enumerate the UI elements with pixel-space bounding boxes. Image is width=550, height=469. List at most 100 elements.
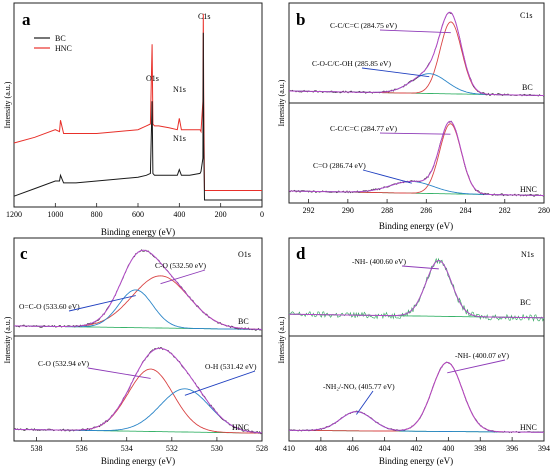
c-hnc-peak-2-arrow [184,370,256,396]
panel-a-frame [13,2,263,208]
panel-c-xlabel: Binding energy (eV) [101,456,175,466]
panel-d-xlabel: Binding energy (eV) [379,456,453,466]
panel-b-xlabel: Binding energy (eV) [379,221,453,231]
3-tick-label: 404 [379,444,391,453]
b-bc-raw-line [288,12,545,97]
panel-c-xticks: 538 536 534 532 530 528 [31,437,268,453]
panel-a: a BC HNC C1s O1s N1s N1s 1200 1000 800 600 4… [3,2,264,237]
panel-b-label: b [296,10,305,29]
b-hnc-peak-2-arrow [362,169,412,184]
1-tick-label: 292 [303,206,315,215]
2-tick-label: 534 [121,444,133,453]
b-hnc-peak-1-line [289,123,544,196]
c-hnc-peak-2-line [14,388,263,434]
panel-d: d N1s -NH- (400.60 eV) BC -NH- (400.07 eV)… [277,237,550,466]
3-tick-label: 408 [315,444,327,453]
b-bc-peak-1-arrow [379,29,451,34]
series-bc-line [13,32,262,201]
panel-a-label: a [22,10,31,29]
d-hnc-peak-1-label: -NH- (400.07 eV) [455,351,509,360]
b-bc-peak-1-label: C-C/C=C (284.75 eV) [330,21,397,30]
c-bc-peak-2-arrow [68,295,136,312]
b-bc-peak-2-label: C-O-C/C-OH (285.85 eV) [312,59,391,68]
c-bc-peak-2-label: O=C-O (533.60 eV) [19,302,80,311]
panel-a-xticks: 1200 1000 800 600 400 200 0 [6,203,264,219]
b-bc-envelope-line [289,11,544,96]
2-tick-label: 538 [31,444,43,453]
b-hnc-raw-line [288,120,545,197]
3-tick-label: 400 [442,444,454,453]
2-tick-label: 532 [166,444,178,453]
0-tick-label: 600 [132,210,144,219]
d-bc-peak-1-label: -NH- (400.60 eV) [352,257,406,266]
3-tick-label: 396 [506,444,518,453]
b-hnc-peak-1-arrow [379,132,451,135]
1-tick-label: 290 [342,206,354,215]
d-bc-peak-1-line [289,260,544,319]
0-tick-label: 800 [91,210,103,219]
panel-a-series [13,13,262,201]
3-tick-label: 398 [474,444,486,453]
b-hnc-peak-1-label: C-C/C=C (284.77 eV) [330,124,397,133]
legend-hnc-label: HNC [55,44,72,53]
panel-b: b C1s C-C/C=C (284.75 eV) C-O-C/C-OH (285… [277,2,550,231]
0-tick-label: 200 [215,210,227,219]
c-bc-sample-label: BC [238,317,249,326]
c-hnc-peak-2-label: O-H (531.42 eV) [205,362,257,371]
panel-c-frame [13,237,263,442]
c-bc-peak-1-arrow [160,269,206,285]
d-bc-sample-label: BC [520,298,531,307]
1-tick-label: 286 [420,206,432,215]
panel-c-ylabel: Intensity (a.u.) [3,316,12,363]
d-hnc-peak-1-arrow [447,359,506,374]
series-hnc-line [13,13,262,191]
c-bc-envelope-line [14,249,262,330]
panel-d-xticks: 410 408 406 404 402 400 398 396 394 [283,437,550,453]
3-tick-label: 410 [283,444,295,453]
panel-c-element: O1s [238,250,251,259]
panel-a-ylabel: Intensity (a.u.) [3,81,12,128]
0-tick-label: 0 [260,210,264,219]
0-tick-label: 400 [173,210,185,219]
annotation-c1s: C1s [198,12,210,21]
d-hnc-envelope-line [289,361,544,433]
0-tick-label: 1000 [47,210,63,219]
2-tick-label: 536 [76,444,88,453]
panel-b-ylabel: Intensity (a.u.) [277,79,286,126]
1-tick-label: 284 [460,206,472,215]
annotation-n1s-bc: N1s [173,134,186,143]
panel-d-ylabel: Intensity (a.u.) [277,316,286,363]
d-bc-raw-line [288,257,545,322]
3-tick-label: 394 [538,444,550,453]
c-hnc-peak-1-arrow [87,367,151,379]
c-bc-peak-1-label: C-O (532.50 eV) [155,261,207,270]
d-bc-peak-1-arrow [401,265,439,270]
0-tick-label: 1200 [6,210,22,219]
panel-b-xticks: 292 290 288 286 284 282 280 [303,199,550,215]
3-tick-label: 402 [411,444,423,453]
b-bc-peak-2-arrow [361,67,430,78]
panel-d-element: N1s [521,250,534,259]
b-bc-sample-label: BC [522,83,533,92]
d-hnc-sample-label: HNC [520,423,537,432]
panel-d-curves: -NH- (400.60 eV) BC -NH- (400.07 eV) -NH₂/-… [288,257,545,434]
3-tick-label: 406 [347,444,359,453]
1-tick-label: 282 [499,206,511,215]
panel-c-curves: C-O (532.50 eV) O=C-O (533.60 eV) BC C-O (5… [13,249,263,435]
panel-c-label: c [20,244,28,263]
panel-d-label: d [296,244,306,263]
1-tick-label: 288 [381,206,393,215]
panel-d-frame [288,237,545,442]
2-tick-label: 530 [211,444,223,453]
annotation-n1s-hnc: N1s [173,85,186,94]
2-tick-label: 528 [256,444,268,453]
c-hnc-envelope-line [14,347,263,434]
d-bc-envelope-line [289,259,544,319]
d-hnc-peak-2-arrow [356,390,374,415]
b-hnc-sample-label: HNC [520,185,537,194]
panel-b-curves: C-C/C=C (284.75 eV) C-O-C/C-OH (285.85 eV… [288,11,545,197]
annotation-o1s: O1s [146,74,159,83]
panel-b-element: C1s [520,11,532,20]
b-hnc-envelope-line [289,120,544,196]
